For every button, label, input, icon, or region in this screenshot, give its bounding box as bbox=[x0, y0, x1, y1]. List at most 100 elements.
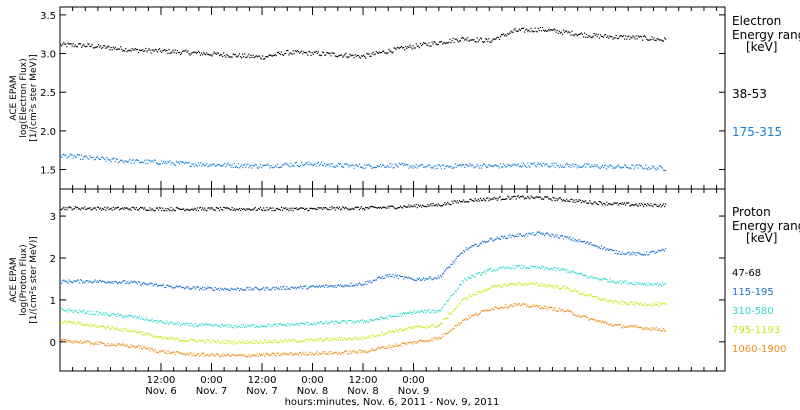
data-point bbox=[549, 268, 551, 270]
data-point bbox=[390, 166, 392, 168]
data-point bbox=[370, 336, 372, 339]
data-point bbox=[488, 269, 490, 271]
data-point bbox=[513, 164, 515, 166]
data-point bbox=[490, 309, 492, 311]
data-point bbox=[653, 37, 655, 39]
data-point bbox=[413, 165, 415, 167]
data-point bbox=[277, 287, 280, 289]
data-point bbox=[214, 52, 216, 54]
data-point bbox=[92, 343, 94, 345]
data-point bbox=[657, 205, 659, 208]
data-point bbox=[463, 164, 465, 166]
data-point bbox=[214, 323, 216, 326]
data-point bbox=[133, 345, 135, 348]
data-point bbox=[355, 352, 357, 354]
data-point bbox=[288, 54, 290, 56]
data-point bbox=[73, 155, 75, 157]
data-point bbox=[432, 166, 434, 168]
data-point bbox=[630, 36, 632, 38]
data-point bbox=[327, 337, 329, 339]
data-point bbox=[276, 352, 278, 354]
data-point bbox=[431, 337, 433, 339]
data-point bbox=[205, 288, 207, 290]
data-point bbox=[263, 286, 265, 288]
proton-legend-title-3: [keV] bbox=[746, 231, 777, 245]
data-point bbox=[226, 164, 228, 166]
data-point bbox=[264, 209, 266, 212]
data-point bbox=[174, 286, 176, 289]
data-point bbox=[481, 289, 484, 291]
data-point bbox=[601, 165, 604, 167]
x-tick-date-label: Nov. 6 bbox=[145, 386, 176, 397]
data-point bbox=[497, 284, 499, 286]
data-point bbox=[593, 244, 595, 246]
data-point bbox=[659, 250, 661, 252]
data-point bbox=[208, 339, 210, 342]
data-point bbox=[510, 237, 512, 239]
data-point bbox=[364, 283, 366, 285]
data-point bbox=[390, 50, 392, 53]
data-point bbox=[473, 244, 475, 246]
data-point bbox=[282, 341, 284, 343]
data-point bbox=[359, 337, 362, 339]
data-point bbox=[619, 253, 621, 255]
data-point bbox=[618, 203, 620, 205]
x-tick-time-label: 0:00 bbox=[301, 375, 323, 386]
data-point bbox=[571, 239, 573, 241]
data-point bbox=[385, 347, 387, 350]
data-point bbox=[595, 202, 597, 204]
data-point bbox=[353, 208, 355, 210]
data-point bbox=[446, 165, 448, 167]
data-point bbox=[459, 284, 462, 286]
data-point bbox=[131, 206, 133, 209]
data-point bbox=[633, 204, 635, 206]
data-point bbox=[149, 160, 151, 162]
data-point bbox=[283, 164, 285, 166]
data-point bbox=[208, 207, 210, 209]
data-point bbox=[581, 293, 584, 296]
data-point bbox=[326, 208, 328, 210]
data-point bbox=[388, 276, 390, 278]
data-point bbox=[658, 305, 660, 307]
data-point bbox=[584, 274, 586, 276]
proton-legend-title-1: Proton bbox=[732, 205, 771, 219]
data-point bbox=[459, 164, 462, 166]
data-point bbox=[186, 352, 188, 355]
data-point bbox=[604, 203, 606, 205]
data-point bbox=[558, 197, 560, 199]
data-point bbox=[72, 322, 74, 324]
data-point bbox=[524, 265, 526, 267]
data-point bbox=[404, 343, 406, 345]
data-point bbox=[419, 42, 422, 45]
data-point bbox=[118, 48, 121, 50]
data-point bbox=[69, 280, 71, 283]
data-point bbox=[63, 42, 65, 44]
data-point bbox=[235, 354, 237, 356]
data-point bbox=[622, 35, 625, 37]
data-point bbox=[154, 320, 156, 322]
data-point bbox=[626, 202, 628, 204]
data-point bbox=[659, 329, 661, 332]
data-point bbox=[257, 342, 260, 344]
data-point bbox=[244, 53, 246, 55]
data-point bbox=[177, 207, 180, 210]
data-point bbox=[638, 283, 640, 285]
data-point bbox=[593, 277, 595, 279]
data-point bbox=[447, 267, 449, 269]
data-point bbox=[290, 52, 292, 54]
data-point bbox=[133, 316, 135, 318]
data-point bbox=[504, 284, 506, 286]
data-point bbox=[393, 207, 395, 209]
data-point bbox=[452, 167, 454, 169]
data-point bbox=[634, 204, 636, 206]
data-point bbox=[344, 163, 346, 166]
data-point bbox=[444, 42, 446, 44]
data-point bbox=[309, 323, 311, 325]
data-point bbox=[423, 166, 425, 168]
data-point bbox=[521, 267, 524, 270]
data-point bbox=[265, 209, 267, 211]
data-point bbox=[410, 277, 412, 279]
data-point bbox=[311, 338, 313, 341]
data-point bbox=[401, 313, 404, 315]
data-point bbox=[172, 49, 174, 51]
